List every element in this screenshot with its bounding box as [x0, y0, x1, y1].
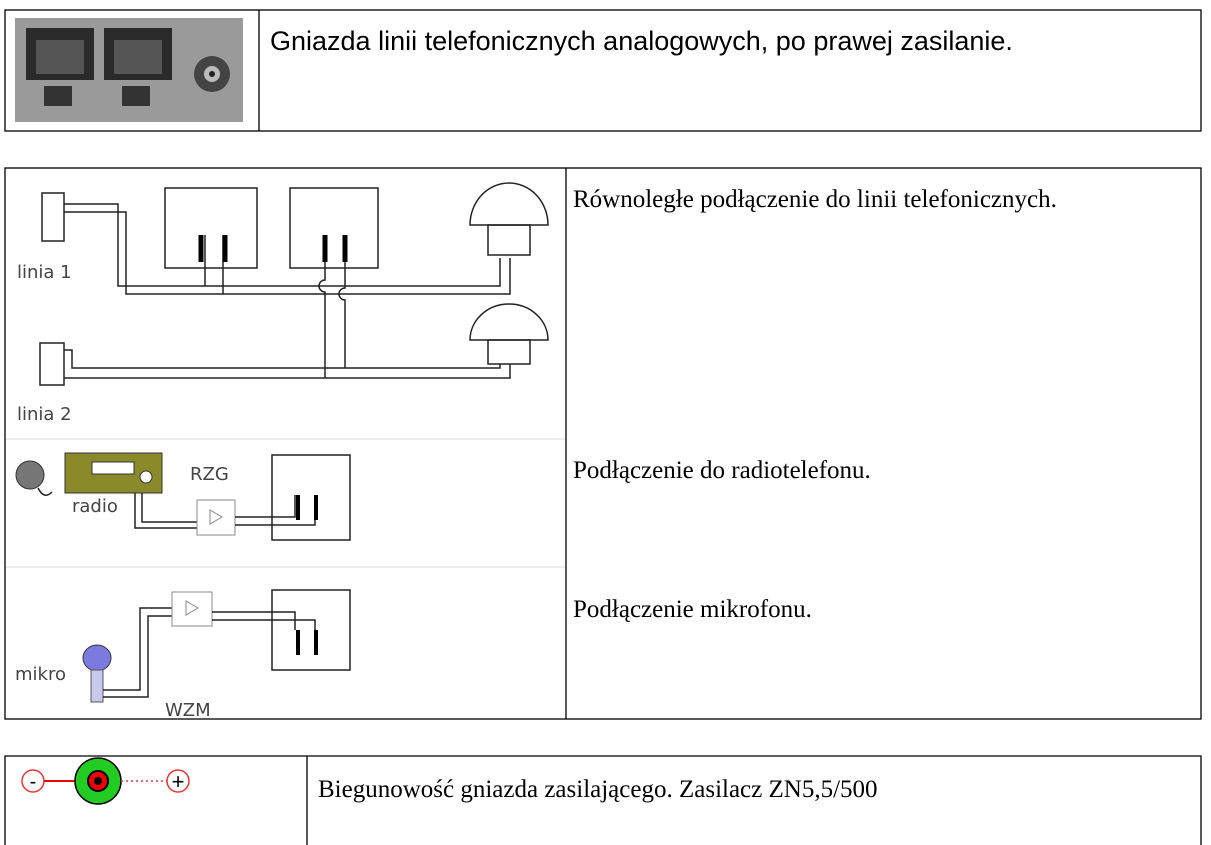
diagram-label: WZM [165, 700, 211, 721]
minus-sign: - [30, 771, 37, 793]
table-border [4, 9, 1202, 132]
socket-photo [15, 18, 243, 122]
polarity-icon [21, 757, 190, 805]
diagram-label: mikro [15, 664, 66, 685]
caption: Podłączenie mikrofonu. [573, 596, 812, 623]
radio-diagram [15, 452, 351, 541]
microphone-diagram [6, 566, 565, 703]
diagram-label: radio [72, 496, 118, 517]
table-border [4, 755, 1202, 845]
caption: Biegunowość gniazda zasilającego. Zasila… [318, 776, 878, 803]
caption: Podłączenie do radiotelefonu. [573, 457, 871, 484]
plus-sign: + [172, 769, 185, 794]
parallel-diagram [6, 182, 565, 440]
caption: Gniazda linii telefonicznych analogowych… [270, 26, 1013, 56]
diagram-label: linia 2 [17, 404, 72, 425]
diagram-label: RZG [190, 464, 229, 485]
caption: Równoległe podłączenie do linii telefoni… [573, 186, 1057, 213]
table-border [4, 167, 1202, 720]
diagram-label: linia 1 [17, 262, 72, 283]
